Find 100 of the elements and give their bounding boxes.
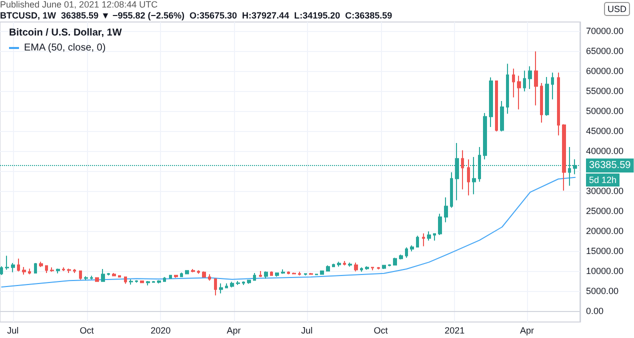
- candlestick: [259, 270, 262, 278]
- candlestick: [540, 82, 543, 124]
- candlestick: [399, 254, 403, 260]
- candlestick: [101, 268, 105, 282]
- candlestick: [22, 266, 26, 276]
- candlestick: [62, 266, 65, 272]
- x-tick-label: 2020: [150, 326, 171, 336]
- candlestick: [354, 262, 358, 272]
- candlestick: [332, 263, 335, 268]
- candlestick: [11, 262, 15, 273]
- candlestick: [377, 266, 380, 270]
- y-tick-label: 45000.00: [586, 126, 624, 136]
- candlestick: [197, 270, 200, 274]
- candlestick: [410, 244, 414, 252]
- candlestick: [545, 76, 549, 116]
- candlestick: [450, 172, 453, 208]
- y-tick-label: 5000.00: [586, 286, 619, 296]
- candlestick: [523, 70, 526, 92]
- text: Published June 01, 2021 12:08:44 UTC: [0, 0, 158, 10]
- x-tick-label: Oct: [80, 326, 94, 336]
- text: Bitcoin / U.S. Dollar, 1W: [9, 28, 122, 38]
- candlestick: [191, 268, 195, 273]
- legend-label: EMA (50, close, 0): [24, 42, 106, 54]
- candlestick: [382, 264, 386, 270]
- candlestick: [146, 280, 150, 286]
- candlestick: [17, 258, 20, 272]
- candlestick: [562, 124, 566, 192]
- candlestick: [230, 281, 234, 288]
- candlestick: [551, 72, 554, 100]
- y-tick-label: 40000.00: [586, 146, 624, 156]
- candlestick: [214, 278, 217, 296]
- candlestick: [202, 270, 206, 278]
- candlestick: [281, 268, 285, 274]
- y-tick-label: 0.00: [586, 306, 604, 316]
- candlestick: [298, 271, 301, 276]
- y-tick-label: 25000.00: [586, 206, 624, 216]
- candlestick: [107, 272, 110, 276]
- candlestick: [236, 280, 240, 286]
- candlestick: [512, 68, 515, 98]
- candlestick: [45, 264, 48, 274]
- candlestick: [174, 274, 178, 278]
- candlestick: [208, 274, 211, 282]
- y-tick-label: 55000.00: [586, 86, 624, 96]
- candlestick: [438, 213, 442, 236]
- candlestick: [444, 196, 448, 223]
- candlestick: [343, 260, 346, 266]
- ref-line-label: 36385.59: [589, 160, 632, 171]
- candlestick: [393, 257, 397, 266]
- candlestick: [79, 270, 82, 280]
- candlestick: [528, 66, 532, 90]
- candlestick: [253, 272, 256, 282]
- candlestick: [140, 280, 144, 284]
- candlestick: [67, 268, 71, 274]
- candlestick: [495, 80, 498, 132]
- y-tick-label: 65000.00: [586, 46, 624, 56]
- candlestick: [95, 276, 99, 282]
- candlestick: [157, 280, 161, 284]
- candlestick: [422, 232, 425, 247]
- candlestick: [433, 232, 436, 242]
- candlestick: [135, 280, 138, 284]
- candlestick: [360, 266, 363, 272]
- x-tick-label: Apr: [226, 326, 241, 336]
- candlestick: [517, 75, 521, 110]
- text: BTCUSD, 1W 36385.59 ▼ −955.82 (−2.56%) O:35675.30 H:37927.44 L:34195.20 C:36385.59: [0, 10, 392, 20]
- candlestick: [169, 274, 172, 280]
- candlestick: [467, 158, 470, 196]
- candlestick: [405, 246, 408, 258]
- candlestick: [427, 230, 431, 242]
- candlestick: [500, 100, 504, 132]
- candlestick: [287, 270, 290, 275]
- y-tick-label: 30000.00: [586, 186, 624, 196]
- candlestick: [50, 266, 54, 272]
- candlestick: [304, 272, 307, 276]
- candlestick: [326, 264, 330, 272]
- candlestick: [163, 276, 166, 282]
- candlestick: [73, 268, 76, 274]
- candlestick: [84, 276, 88, 281]
- x-tick-label: Apr: [520, 326, 534, 336]
- candlestick: [118, 274, 121, 278]
- candlestick: [489, 76, 493, 128]
- x-tick-label: Oct: [374, 326, 388, 336]
- y-tick-label: 10000.00: [586, 266, 624, 276]
- candlestick: [371, 266, 374, 271]
- candlestick: [264, 270, 268, 280]
- candlestick: [557, 72, 560, 136]
- x-tick-label: 2021: [444, 326, 465, 336]
- candlestick: [461, 150, 464, 190]
- y-tick-label: 15000.00: [586, 246, 624, 256]
- candlestick: [34, 262, 37, 274]
- y-tick-label: 60000.00: [586, 66, 624, 76]
- candlestick: [152, 280, 155, 284]
- candlestick: [90, 275, 93, 280]
- candlestick: [337, 261, 341, 268]
- line-series: [1, 176, 576, 288]
- y-tick-label: 50000.00: [586, 106, 624, 116]
- y-tick-label: 70000.00: [586, 26, 624, 36]
- candlestick: [365, 266, 369, 270]
- candlestick: [129, 278, 133, 286]
- candlestick: [180, 272, 183, 278]
- candlestick: [124, 276, 127, 284]
